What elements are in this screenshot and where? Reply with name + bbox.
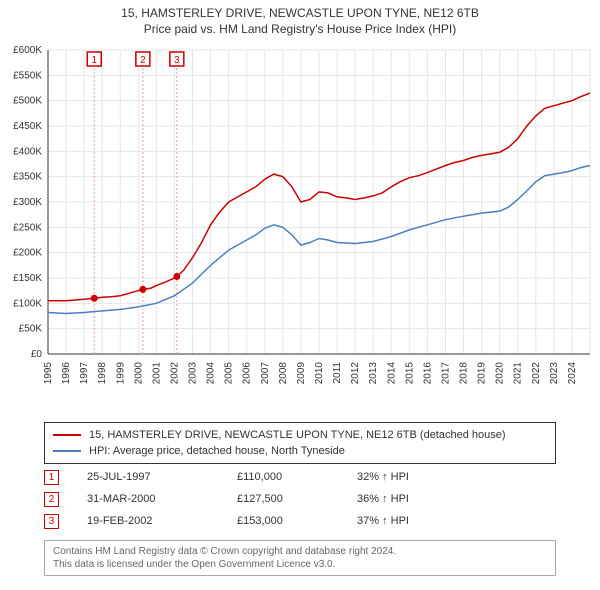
y-tick-label: £600K (13, 45, 42, 56)
sale-marker-number: 2 (140, 55, 146, 66)
x-tick-label: 1999 (115, 362, 126, 385)
y-tick-label: £150K (13, 273, 42, 284)
x-tick-label: 2001 (151, 362, 162, 385)
legend-row: 15, HAMSTERLEY DRIVE, NEWCASTLE UPON TYN… (53, 427, 547, 443)
legend-swatch (53, 434, 81, 436)
sale-date: 25-JUL-1997 (87, 471, 237, 483)
chart-container: 15, HAMSTERLEY DRIVE, NEWCASTLE UPON TYN… (0, 0, 600, 590)
legend-swatch (53, 450, 81, 452)
sale-marker-dot (173, 273, 180, 280)
x-tick-label: 2000 (133, 362, 144, 385)
x-tick-label: 2014 (386, 362, 397, 385)
footer-line1: Contains HM Land Registry data © Crown c… (53, 545, 547, 558)
sale-row: 1 25-JUL-1997£110,00032% ↑ HPI (44, 466, 556, 488)
x-tick-label: 2023 (549, 362, 560, 385)
chart-subtitle: Price paid vs. HM Land Registry's House … (0, 22, 600, 40)
x-tick-label: 2024 (567, 362, 578, 385)
x-tick-label: 1997 (79, 362, 90, 385)
x-tick-label: 1995 (43, 362, 54, 385)
sale-price: £153,000 (237, 515, 357, 527)
x-tick-label: 1998 (97, 362, 108, 385)
x-tick-label: 2017 (440, 362, 451, 385)
sale-marker-box: 1 (44, 470, 59, 485)
sale-marker-box: 3 (44, 514, 59, 529)
sale-marker-number: 1 (91, 55, 97, 66)
x-tick-label: 2019 (477, 362, 488, 385)
x-tick-label: 2013 (368, 362, 379, 385)
x-tick-label: 2021 (513, 362, 524, 385)
sale-marker-dot (139, 286, 146, 293)
sale-date: 19-FEB-2002 (87, 515, 237, 527)
x-tick-label: 2004 (206, 362, 217, 385)
x-tick-label: 2003 (188, 362, 199, 385)
y-tick-label: £350K (13, 172, 42, 183)
y-tick-label: £500K (13, 96, 42, 107)
x-tick-label: 2011 (332, 362, 343, 384)
x-tick-label: 2012 (350, 362, 361, 385)
x-tick-label: 2007 (260, 362, 271, 385)
y-tick-label: £200K (13, 248, 42, 259)
x-tick-label: 2005 (224, 362, 235, 385)
attribution-footer: Contains HM Land Registry data © Crown c… (44, 540, 556, 576)
x-tick-label: 2018 (459, 362, 470, 385)
y-tick-label: £450K (13, 121, 42, 132)
chart-svg: £0 £50K £100K £150K £200K £250K £300K £350K £400… (0, 44, 600, 414)
y-tick-label: £550K (13, 70, 42, 81)
y-tick-label: £250K (13, 222, 42, 233)
x-tick-label: 2009 (296, 362, 307, 385)
x-tick-label: 2002 (169, 362, 180, 385)
sale-pct: 32% ↑ HPI (357, 471, 556, 483)
sale-pct: 36% ↑ HPI (357, 493, 556, 505)
chart-title: 15, HAMSTERLEY DRIVE, NEWCASTLE UPON TYN… (0, 0, 600, 22)
sale-row: 3 19-FEB-2002£153,00037% ↑ HPI (44, 510, 556, 532)
legend: 15, HAMSTERLEY DRIVE, NEWCASTLE UPON TYN… (44, 422, 556, 464)
legend-label: HPI: Average price, detached house, Nort… (89, 445, 345, 457)
sale-row: 2 31-MAR-2000£127,50036% ↑ HPI (44, 488, 556, 510)
y-tick-label: £0 (31, 349, 43, 360)
x-tick-label: 2015 (404, 362, 415, 385)
x-tick-label: 2020 (495, 362, 506, 385)
sales-list: 1 25-JUL-1997£110,00032% ↑ HPI 2 31-MAR-200… (44, 466, 556, 532)
legend-row: HPI: Average price, detached house, Nort… (53, 443, 547, 459)
chart-area: £0 £50K £100K £150K £200K £250K £300K £350K £400… (0, 44, 600, 414)
y-tick-label: £50K (19, 324, 43, 335)
x-tick-label: 2022 (531, 362, 542, 385)
x-tick-label: 1996 (61, 362, 72, 385)
x-tick-label: 2016 (422, 362, 433, 385)
sale-marker-box: 2 (44, 492, 59, 507)
y-tick-label: £100K (13, 298, 42, 309)
y-tick-label: £400K (13, 146, 42, 157)
legend-label: 15, HAMSTERLEY DRIVE, NEWCASTLE UPON TYN… (89, 429, 506, 441)
x-tick-label: 2008 (278, 362, 289, 385)
sale-price: £110,000 (237, 471, 357, 483)
sale-marker-number: 3 (174, 55, 180, 66)
x-tick-label: 2010 (314, 362, 325, 385)
sale-pct: 37% ↑ HPI (357, 515, 556, 527)
sale-price: £127,500 (237, 493, 357, 505)
sale-marker-dot (91, 295, 98, 302)
footer-line2: This data is licensed under the Open Gov… (53, 558, 547, 571)
y-tick-label: £300K (13, 197, 42, 208)
sale-date: 31-MAR-2000 (87, 493, 237, 505)
x-tick-label: 2006 (242, 362, 253, 385)
